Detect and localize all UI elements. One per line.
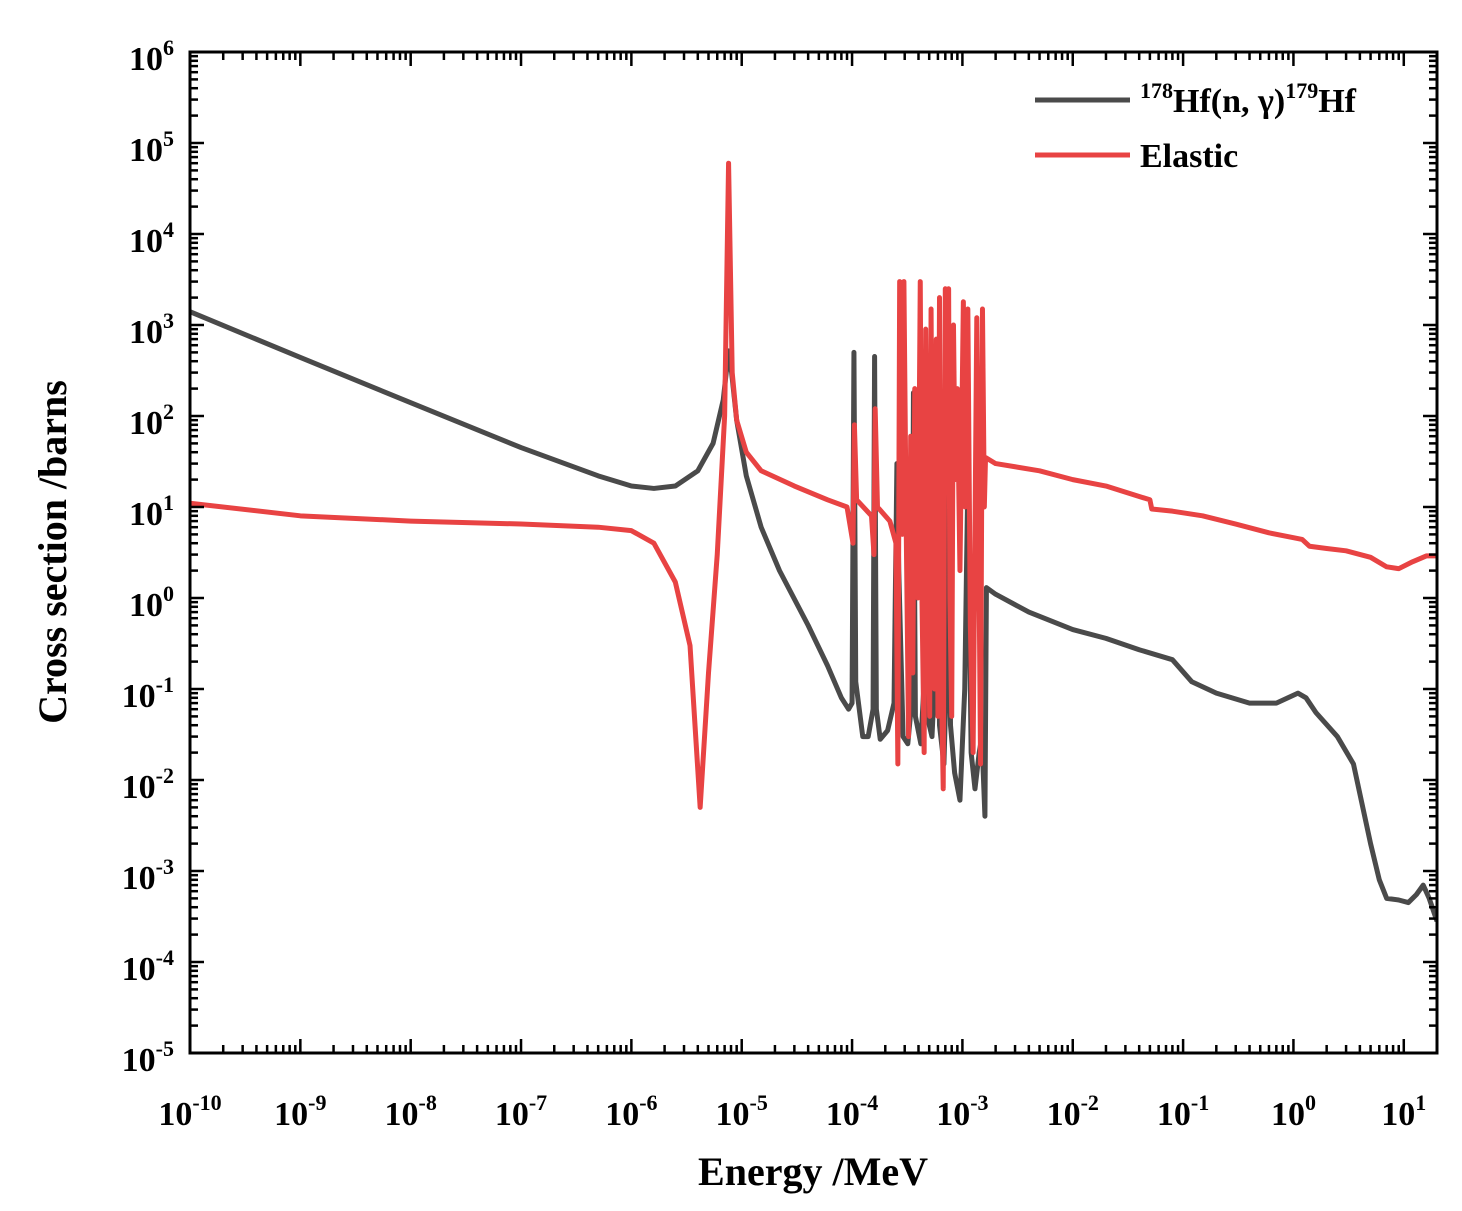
x-tick-label: 10-2 — [1047, 1090, 1099, 1133]
y-tick-label: 104 — [129, 217, 174, 260]
x-tick-label: 10-7 — [495, 1090, 547, 1133]
y-tick-label: 106 — [129, 35, 174, 78]
x-tick-label: 10-4 — [826, 1090, 878, 1133]
x-tick-label: 10-1 — [1157, 1090, 1209, 1133]
x-axis-title: Energy /MeV — [698, 1149, 928, 1194]
series-layer — [190, 160, 1437, 923]
legend: 178Hf(n, γ)179Hf Elastic — [1035, 78, 1357, 175]
y-tick-label: 10-1 — [122, 672, 174, 715]
tick-label-layer: 10-10 10-9 10-8 10-7 10-6 10-5 10-4 10-3 10-2 10-… — [122, 35, 1427, 1133]
y-tick-label: 10-5 — [122, 1036, 174, 1079]
y-tick-label: 10-3 — [122, 854, 174, 897]
x-tick-label: 10-5 — [716, 1090, 768, 1133]
x-tick-label: 10-8 — [385, 1090, 437, 1133]
plot-frame — [188, 50, 1439, 1055]
y-tick-label: 103 — [129, 308, 174, 351]
x-tick-label: 101 — [1381, 1090, 1426, 1133]
y-tick-label: 10-4 — [122, 945, 174, 988]
legend-label-elastic: Elastic — [1140, 138, 1238, 175]
x-tick-label: 100 — [1271, 1090, 1316, 1133]
y-tick-label: 102 — [129, 399, 174, 442]
y-axis-title: Cross section /barns — [30, 380, 75, 724]
x-tick-label: 10-9 — [274, 1090, 326, 1133]
x-tick-label: 10-10 — [158, 1090, 221, 1133]
y-tick-label: 10-2 — [122, 763, 174, 806]
legend-label-capture: 178Hf(n, γ)179Hf — [1140, 78, 1357, 120]
y-tick-label: 101 — [129, 490, 174, 533]
series-line-elastic — [190, 160, 1437, 810]
y-tick-label: 100 — [129, 581, 174, 624]
x-tick-label: 10-6 — [605, 1090, 657, 1133]
x-tick-label: 10-3 — [936, 1090, 988, 1133]
y-tick-label: 105 — [129, 126, 174, 169]
